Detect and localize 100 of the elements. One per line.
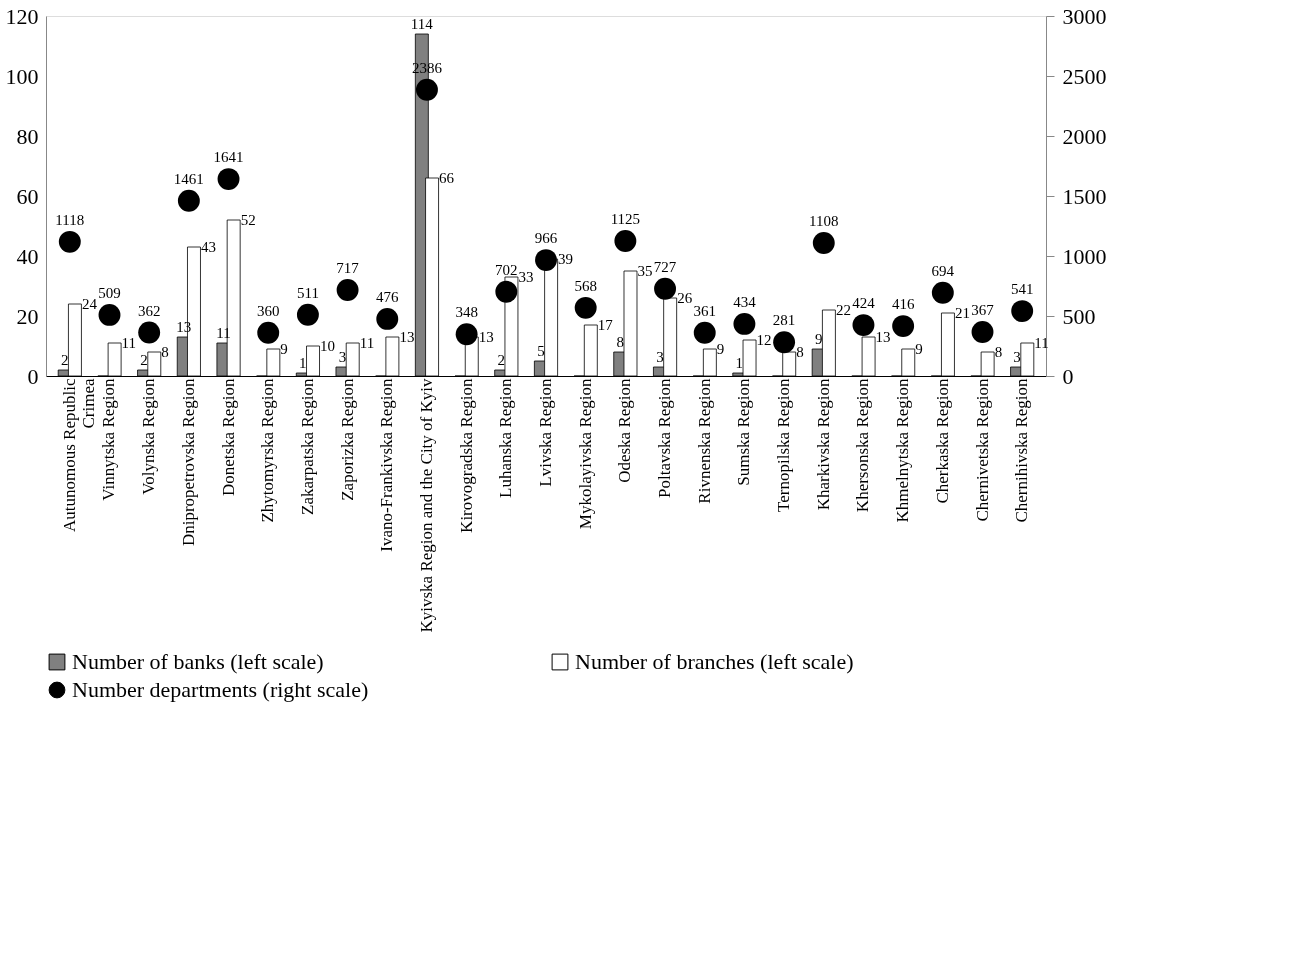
point <box>693 321 716 344</box>
point <box>177 189 200 212</box>
data-label: 1641 <box>213 149 244 166</box>
x-tick-label: Khersonska Region <box>853 378 873 513</box>
data-label: 8 <box>616 334 624 350</box>
data-label: 3 <box>1013 349 1021 365</box>
data-label: 11 <box>216 325 231 341</box>
data-label: 2 <box>140 352 148 368</box>
point <box>495 280 518 303</box>
data-label: 22 <box>835 302 851 318</box>
x-tick-label: Ternopilska Region <box>774 378 794 512</box>
x-tick-label: Lvivska Region <box>536 378 555 487</box>
data-label: 1108 <box>809 213 839 230</box>
data-label: 541 <box>1010 281 1034 298</box>
y2-tick-label: 2500 <box>1062 63 1107 89</box>
x-tick-label: Chernihivska Region <box>1012 378 1032 523</box>
y-tick-label: 40 <box>16 243 39 269</box>
x-tick-label: Chernivetska Region <box>972 378 992 522</box>
data-label: 702 <box>495 261 518 278</box>
data-label: 13 <box>875 329 891 345</box>
x-tick-label: Cherkaska Region <box>932 378 952 504</box>
x-tick-label: Poltavska Region <box>655 378 675 498</box>
legend-label: Number departments (right scale) <box>72 677 369 702</box>
x-tick-label: Kyivska Region and the City of Kyiv <box>416 378 436 633</box>
data-label: 568 <box>574 277 597 294</box>
point <box>296 303 319 326</box>
x-tick-label: Kharkivska Region <box>813 378 833 511</box>
data-label: 1118 <box>55 211 85 228</box>
y2-tick-label: 2000 <box>1062 123 1107 149</box>
point <box>654 277 676 300</box>
legend-label: Number of branches (left scale) <box>575 649 854 674</box>
data-label: 2 <box>497 352 505 368</box>
point <box>336 279 359 301</box>
point <box>852 314 875 337</box>
data-label: 1125 <box>610 211 641 227</box>
legend-label: Number of banks (left scale) <box>72 649 324 674</box>
point <box>535 249 557 272</box>
y-tick-label: 60 <box>16 183 39 209</box>
x-tick-label: Donetska Region <box>218 378 238 497</box>
x-tick-label: Zaporizka Region <box>337 378 357 501</box>
x-tick-label: Ivano-Frankivska Region <box>377 378 397 552</box>
data-label: 361 <box>693 302 716 319</box>
y2-tick-label: 500 <box>1062 303 1096 329</box>
data-label: 11 <box>359 335 375 351</box>
data-label: 3 <box>338 349 347 365</box>
data-label: 8 <box>796 344 804 360</box>
data-label: 348 <box>455 304 478 321</box>
data-label: 13 <box>399 329 415 345</box>
y-tick-label: 120 <box>5 3 39 29</box>
data-label: 424 <box>852 295 876 312</box>
point <box>58 230 81 253</box>
data-label: 509 <box>98 284 121 301</box>
x-tick-label: Autunomous Republic Crimea <box>59 378 98 532</box>
point <box>931 281 954 304</box>
data-label: 9 <box>814 331 823 347</box>
data-label: 66 <box>439 170 455 186</box>
data-label: 43 <box>200 239 216 255</box>
point <box>812 232 835 254</box>
x-tick-label: Volynska Region <box>139 378 159 495</box>
data-label: 966 <box>534 230 558 247</box>
point <box>733 312 756 335</box>
data-label: 281 <box>772 312 796 329</box>
data-label: 114 <box>410 16 434 32</box>
x-tick-label: Kirovogradska Region <box>456 378 476 533</box>
data-label: 10 <box>320 338 336 354</box>
point <box>455 323 478 346</box>
x-tick-label: Luhanska Region <box>496 378 516 498</box>
data-label: 1461 <box>173 170 204 187</box>
data-label: 5 <box>537 343 545 359</box>
data-label: 362 <box>137 302 161 319</box>
data-label: 360 <box>256 302 280 319</box>
y-tick-label: 0 <box>27 363 39 389</box>
x-tick-label: Zhytomyrska Region <box>258 378 278 523</box>
x-tick-label: Odeska Region <box>615 378 635 483</box>
data-label: 717 <box>336 259 360 276</box>
x-tick-label: Mykolayivska Region <box>575 378 595 530</box>
point <box>773 331 796 354</box>
data-label: 1 <box>735 355 744 371</box>
data-label: 2 <box>60 352 69 368</box>
x-tick-label: Sumska Region <box>734 378 754 486</box>
data-label: 17 <box>597 317 614 333</box>
data-label: 12 <box>756 332 772 348</box>
point <box>376 307 399 330</box>
data-label: 3 <box>656 349 664 365</box>
data-label: 9 <box>915 341 923 357</box>
data-label: 367 <box>971 301 995 318</box>
point <box>892 315 915 338</box>
x-tick-label: Dnipropetrovska Region <box>178 378 198 547</box>
data-label: 9 <box>716 341 725 357</box>
data-label: 416 <box>891 296 915 313</box>
data-label: 11 <box>121 335 137 351</box>
data-label: 8 <box>161 344 169 360</box>
point <box>614 230 637 252</box>
point <box>138 321 161 344</box>
data-label: 9 <box>280 341 288 357</box>
point <box>217 168 240 191</box>
point <box>1011 300 1034 323</box>
point <box>971 321 994 343</box>
point <box>257 321 280 344</box>
x-tick-label: Vinnytska Region <box>99 378 119 501</box>
